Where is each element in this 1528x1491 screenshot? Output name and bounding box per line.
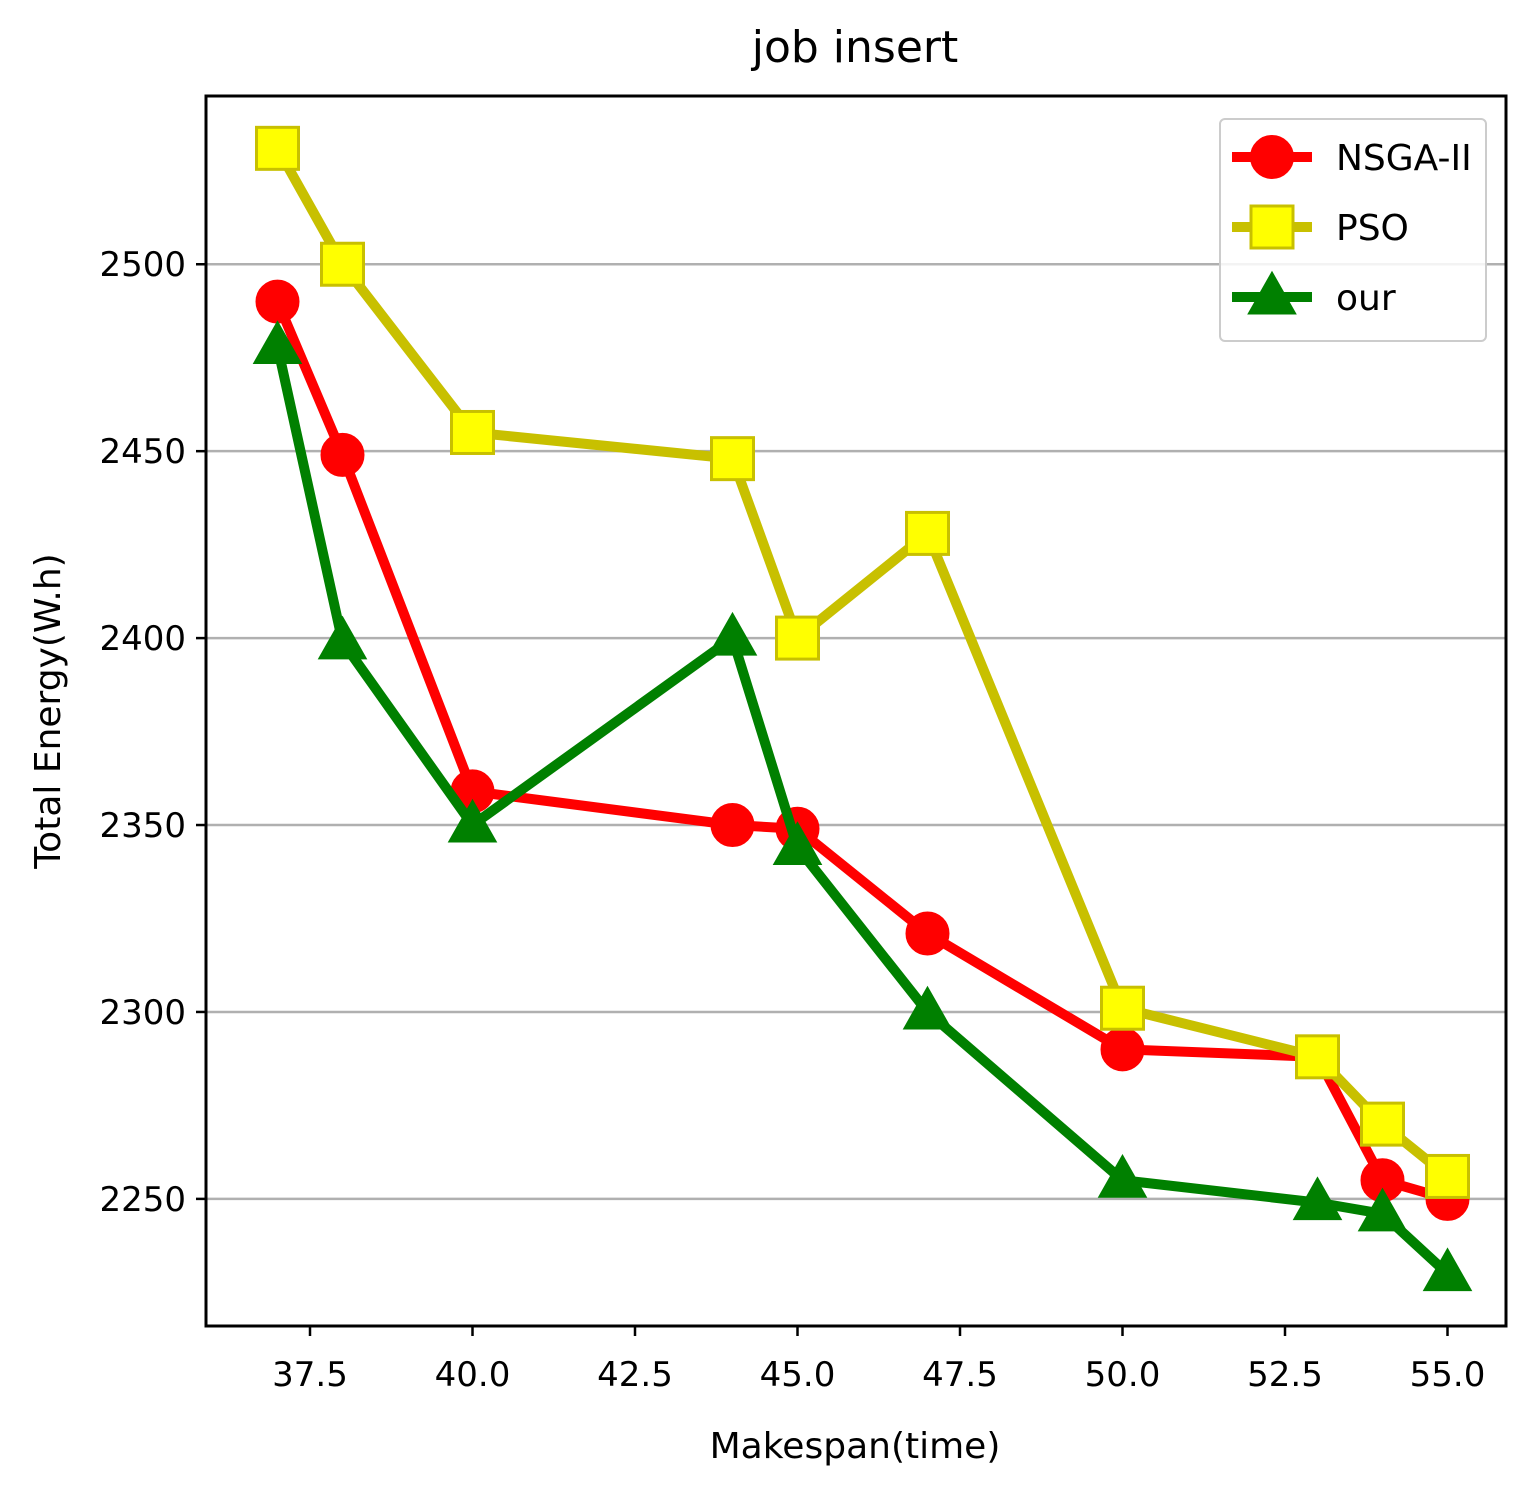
series-line-nsga-ii xyxy=(272,299,1449,1204)
data-point-pso xyxy=(1295,1034,1340,1080)
data-point-pso xyxy=(320,241,365,287)
data-point-our xyxy=(1422,1247,1473,1292)
legend-marker-nsga-ii xyxy=(1250,135,1294,179)
data-point-our xyxy=(317,615,368,660)
data-point-our xyxy=(707,611,758,656)
data-point-our xyxy=(1292,1176,1343,1221)
series-our xyxy=(252,320,1473,1292)
data-point-our xyxy=(1097,1153,1148,1198)
data-point-pso xyxy=(450,409,495,455)
legend-label-nsga-ii: NSGA-II xyxy=(1336,138,1472,179)
y-axis-label: Total Energy(W.h) xyxy=(28,553,69,869)
plot-frame xyxy=(204,94,1508,1328)
data-point-nsga-ii xyxy=(710,803,755,848)
data-point-our xyxy=(902,985,953,1030)
x-tick-label: 45.0 xyxy=(760,1355,836,1395)
series-line-our xyxy=(272,345,1451,1278)
data-point-pso xyxy=(1100,985,1145,1031)
y-tick-label: 2500 xyxy=(99,245,186,285)
data-point-our xyxy=(447,798,498,843)
x-tick-label: 50.0 xyxy=(1085,1355,1161,1395)
data-point-nsga-ii xyxy=(320,432,365,477)
data-point-pso xyxy=(905,510,950,556)
data-point-nsga-ii xyxy=(1100,1027,1145,1072)
series-line-pso xyxy=(273,145,1451,1181)
data-point-pso xyxy=(1360,1101,1405,1147)
y-axis: 2250 2300 2350 2400 2450 2500 xyxy=(99,245,206,1220)
series-pso xyxy=(255,125,1470,1199)
data-point-our xyxy=(1357,1187,1408,1232)
legend: NSGA-II PSO our xyxy=(1219,118,1487,342)
x-tick-label: 37.5 xyxy=(272,1355,348,1395)
data-point-our xyxy=(252,320,303,364)
chart-title: job insert xyxy=(751,22,959,73)
y-tick-label: 2250 xyxy=(99,1180,186,1220)
data-point-nsga-ii xyxy=(905,911,950,956)
x-axis-label: Makespan(time) xyxy=(710,1426,1001,1467)
x-axis: 37.5 40.0 42.5 45.0 47.5 50.0 52.5 55.0 xyxy=(272,1326,1485,1395)
x-tick-label: 42.5 xyxy=(597,1355,673,1395)
y-tick-label: 2300 xyxy=(99,993,186,1033)
legend-label-our: our xyxy=(1336,278,1396,319)
y-tick-label: 2450 xyxy=(99,432,186,472)
legend-marker-pso xyxy=(1249,204,1295,250)
x-tick-label: 40.0 xyxy=(435,1355,511,1395)
series-nsga-ii xyxy=(255,279,1470,1221)
legend-box xyxy=(1219,118,1487,342)
data-point-pso xyxy=(255,125,300,171)
data-point-nsga-ii xyxy=(255,279,300,324)
data-point-pso xyxy=(710,436,755,482)
x-tick-label: 52.5 xyxy=(1247,1355,1323,1395)
data-point-our xyxy=(772,821,823,865)
x-tick-label: 55.0 xyxy=(1410,1355,1486,1395)
data-point-pso xyxy=(1425,1153,1470,1199)
x-tick-label: 47.5 xyxy=(922,1355,998,1395)
series-group xyxy=(252,125,1473,1292)
y-tick-label: 2350 xyxy=(99,806,186,846)
data-point-pso xyxy=(775,615,820,661)
legend-label-pso: PSO xyxy=(1336,208,1409,249)
legend-marker-our xyxy=(1247,270,1297,315)
y-tick-label: 2400 xyxy=(99,619,186,659)
